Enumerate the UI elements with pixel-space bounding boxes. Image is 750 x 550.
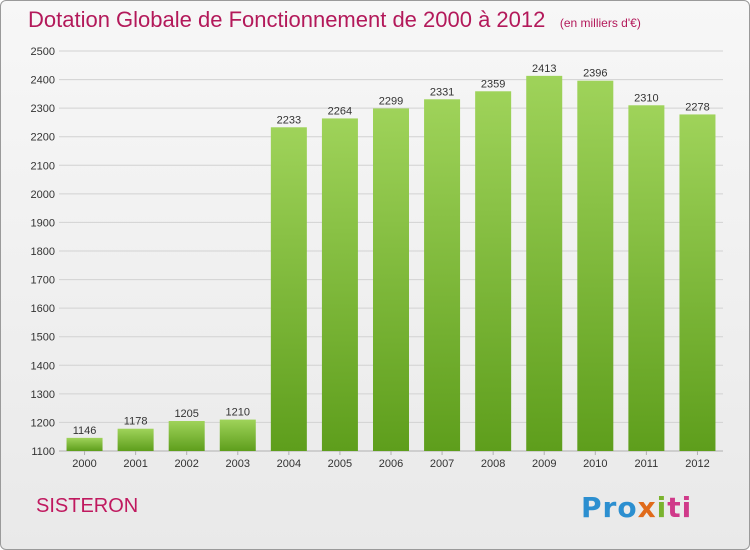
bar [321,118,358,451]
y-tick-label: 1400 [31,360,55,372]
bar-value-label: 2359 [481,78,505,90]
x-tick-label: 2008 [481,458,505,470]
y-tick-label: 1500 [31,332,55,344]
bar-value-label: 1210 [226,407,250,419]
y-tick-label: 2200 [31,132,55,144]
y-tick-label: 2000 [31,189,55,201]
bar-value-label: 2331 [430,86,454,98]
bar-value-label: 2310 [634,92,658,104]
y-tick-label: 2500 [31,46,55,58]
logo-part: i [656,491,668,524]
proxiti-logo: Proxiti [581,491,692,524]
bar-value-label: 2264 [328,105,352,117]
x-tick-label: 2012 [685,458,709,470]
bar [117,428,154,451]
x-tick-label: 2000 [72,458,96,470]
bar [66,437,103,451]
bar-value-label: 1146 [73,425,97,437]
x-tick-label: 2007 [430,458,454,470]
y-tick-label: 1200 [31,417,55,429]
bar [628,105,665,452]
x-tick-label: 2001 [123,458,147,470]
x-tick-label: 2010 [583,458,607,470]
bar-value-label: 2413 [532,63,556,75]
x-tick-label: 2005 [328,458,352,470]
bar-value-label: 2396 [583,68,607,80]
x-tick-label: 2002 [174,458,198,470]
x-tick-label: 2009 [532,458,556,470]
bar [577,80,614,451]
y-tick-label: 1900 [31,217,55,229]
logo-part: Pro [581,491,638,524]
bar-value-label: 1205 [174,408,198,420]
x-tick-label: 2006 [379,458,403,470]
chart-title-text: Dotation Globale de Fonctionnement de 20… [28,7,546,32]
bar [424,99,461,452]
value-labels: 1146 1178 1205 1210 2233 2264 2299 2331 2359 2413… [73,63,710,437]
commune-name: SISTERON [36,495,139,517]
bar [679,114,716,451]
bar [475,91,512,452]
logo-part: x [637,491,657,524]
bar [373,108,409,451]
y-tick-label: 2100 [31,160,55,172]
bar-value-label: 1178 [124,416,148,428]
bar [526,75,563,451]
bar [219,419,256,451]
bar-value-label: 2278 [685,101,709,113]
chart-title: Dotation Globale de Fonctionnement de 20… [28,7,641,33]
chart-unit-note: (en milliers d'€) [559,16,641,30]
bar-value-label: 2299 [379,95,403,107]
y-tick-label: 2300 [31,103,55,115]
y-tick-label: 1100 [31,446,55,458]
bar-value-label: 2233 [277,114,301,126]
y-tick-label: 2400 [31,75,55,87]
y-tick-label: 1600 [31,303,55,315]
x-tick-label: 2004 [277,458,301,470]
y-tick-label: 1700 [31,275,55,287]
x-tick-label: 2011 [635,458,659,470]
y-tick-label: 1300 [31,389,55,401]
bars [66,75,716,452]
y-tick-label: 1800 [31,246,55,258]
bar [168,421,205,451]
y-axis-ticks: 1100 1200 1300 1400 1500 1600 1700 1800 1900 2000… [31,46,55,458]
x-axis-ticks: 2000 2001 2002 2003 2004 2005 2006 2007 2008 2009… [72,451,710,470]
x-tick-label: 2003 [226,458,250,470]
bar [270,127,307,452]
logo-part: ti [667,491,693,524]
